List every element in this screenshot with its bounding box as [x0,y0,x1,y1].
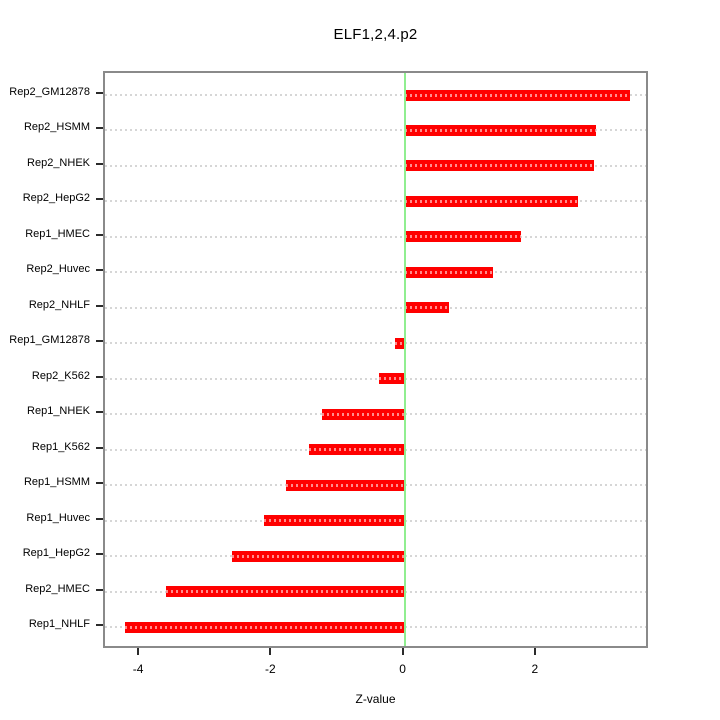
bar-Rep1_HSMM [286,479,405,491]
row-gridline [105,271,646,274]
y-axis-label-Rep1_K562: Rep1_K562 [31,440,90,453]
y-axis-tick [96,446,103,449]
row-gridline [105,377,646,380]
row-gridline [105,164,646,167]
y-axis-tick [96,624,103,626]
bar-Rep2_K562 [379,373,405,385]
row-gridline [105,306,646,309]
y-axis-label-Rep2_NHEK: Rep2_NHEK [27,156,90,169]
bar-stripe [404,128,597,132]
bar-Rep1_GM12878 [394,337,405,349]
y-axis-tick [96,269,103,272]
x-axis-tick [533,648,536,655]
row-gridline [105,342,646,345]
y-axis-tick [96,198,103,201]
y-axis-label-Rep1_NHLF: Rep1_NHLF [28,618,90,630]
x-axis-title: Z-value [355,692,396,706]
bar-Rep1_HepG2 [231,550,405,562]
bar-stripe [165,590,405,594]
y-axis-tick [96,375,103,378]
bar-stripe [231,554,405,558]
y-axis-label-Rep1_HepG2: Rep1_HepG2 [22,547,90,560]
bar-stripe [379,377,405,381]
bar-Rep1_Huvec [264,515,405,527]
y-axis-label-Rep2_HepG2: Rep2_HepG2 [22,192,90,205]
chart-title: ELF1,2,4.p2 [333,26,418,43]
y-axis-label-Rep2_NHLF: Rep2_NHLF [28,298,90,311]
bar-stripe [404,270,494,274]
row-gridline [105,129,646,132]
y-axis-tick [96,553,103,556]
x-axis-tick-label: 2 [531,662,539,676]
y-axis-label-Rep1_HSMM: Rep1_HSMM [23,476,90,489]
y-axis-tick [96,304,103,307]
y-axis-label-Rep1_GM12878: Rep1_GM12878 [9,334,90,347]
bar-stripe [404,199,578,203]
y-axis-tick [96,340,103,343]
y-axis-tick [96,162,103,165]
row-gridline [105,200,646,203]
y-axis-tick [96,233,103,236]
bar-stripe [321,412,405,416]
x-axis-tick [401,648,404,655]
bar-Rep1_NHLF [124,621,405,633]
bar-stripe [404,93,631,97]
y-axis-tick [96,482,103,485]
plot-inner [105,73,646,646]
y-axis-label-Rep1_NHEK: Rep1_NHEK [27,405,90,418]
zero-reference-line [403,73,406,646]
x-axis-tick-label: 0 [399,662,406,676]
bar-Rep2_HepG2 [404,195,578,207]
y-axis-tick [96,92,103,94]
y-axis-label-Rep2_K562: Rep2_K562 [31,369,90,382]
bar-stripe [404,164,594,168]
x-axis-tick [137,648,140,655]
x-axis-tick-label: -4 [132,662,144,676]
y-axis-tick [96,517,103,520]
y-axis-label-Rep2_HSMM: Rep2_HSMM [23,121,90,134]
bar-stripe [308,448,405,452]
y-axis-label-Rep1_HMEC: Rep1_HMEC [25,227,90,240]
y-axis-label-Rep2_GM12878: Rep2_GM12878 [9,86,90,98]
bar-stripe [404,235,522,239]
bar-stripe [264,519,405,523]
bar-Rep2_HMEC [165,586,405,598]
bar-Rep1_K562 [308,444,405,456]
bar-stripe [124,625,405,629]
bar-stripe [394,341,405,345]
bar-stripe [404,306,449,310]
bar-Rep2_GM12878 [404,89,631,101]
bar-Rep2_HSMM [404,124,597,136]
y-axis-label-Rep1_Huvec: Rep1_Huvec [26,511,90,524]
bar-Rep1_HMEC [404,231,522,243]
row-gridline [105,94,646,96]
y-axis-tick [96,411,103,414]
y-axis-tick [96,588,103,591]
bar-Rep1_NHEK [321,408,405,420]
x-axis-tick-label: -2 [264,662,276,676]
y-axis-label-Rep2_Huvec: Rep2_Huvec [26,263,90,276]
x-axis-tick [269,648,272,655]
plot-area [103,71,648,648]
bar-Rep2_NHEK [404,160,594,172]
bar-Rep2_NHLF [404,302,449,314]
row-gridline [105,235,646,238]
bar-stripe [286,483,405,487]
bar-Rep2_Huvec [404,266,494,278]
y-axis-tick [96,127,103,130]
y-axis-label-Rep2_HMEC: Rep2_HMEC [25,582,90,595]
